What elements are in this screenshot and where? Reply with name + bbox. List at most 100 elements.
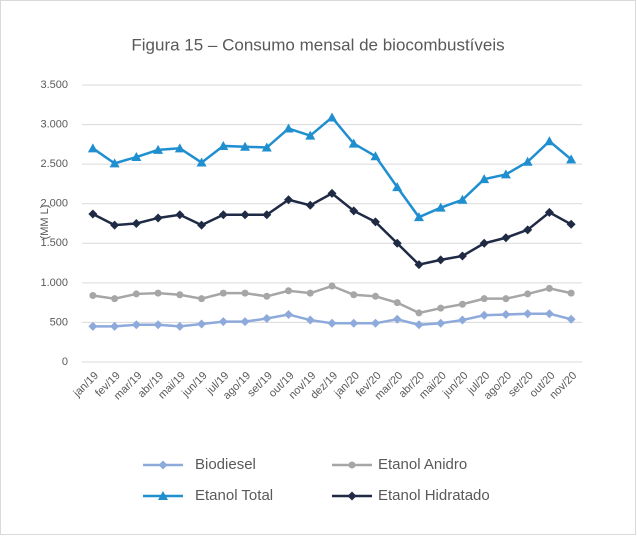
data-point — [110, 321, 120, 331]
data-point — [132, 290, 140, 298]
data-point — [327, 112, 337, 122]
data-point — [154, 289, 162, 297]
legend-label: Etanol Hidratado — [378, 487, 490, 504]
data-point — [437, 304, 445, 312]
data-point — [458, 300, 466, 308]
data-point — [240, 141, 251, 151]
data-point — [435, 202, 446, 212]
data-point — [479, 310, 489, 320]
y-tick-label: 1.000 — [40, 277, 68, 289]
data-point — [501, 233, 511, 243]
data-point — [392, 182, 403, 192]
data-point — [524, 290, 532, 298]
data-point — [175, 321, 185, 331]
data-point — [415, 309, 423, 317]
data-point — [241, 289, 249, 297]
legend-marker — [348, 461, 356, 469]
data-point — [457, 194, 468, 204]
data-point — [240, 210, 250, 220]
y-tick-label: 1.500 — [40, 237, 68, 249]
data-point — [392, 314, 402, 324]
y-tick-label: 3.500 — [40, 79, 68, 91]
data-point — [306, 289, 314, 297]
data-point — [197, 319, 207, 329]
data-point — [480, 295, 488, 303]
data-point — [522, 156, 533, 166]
data-point — [196, 157, 207, 167]
data-point — [436, 255, 446, 265]
data-point — [566, 314, 576, 324]
data-point — [371, 292, 379, 300]
data-point — [305, 130, 316, 140]
data-point — [349, 206, 359, 216]
data-point — [327, 318, 337, 328]
data-point — [284, 310, 294, 320]
data-point — [88, 209, 98, 219]
data-point — [89, 292, 97, 300]
data-point — [500, 169, 511, 179]
data-point — [328, 282, 336, 290]
data-point — [261, 142, 272, 152]
data-point — [131, 320, 141, 330]
data-point — [153, 144, 164, 154]
data-point — [174, 143, 185, 153]
data-point — [109, 158, 120, 168]
data-point — [198, 295, 206, 303]
data-point — [285, 287, 293, 295]
data-point — [327, 188, 337, 198]
data-point — [218, 210, 228, 220]
y-tick-label: 3.000 — [40, 118, 68, 130]
y-tick-label: 0 — [62, 356, 68, 368]
data-point — [523, 309, 533, 319]
data-point — [240, 317, 250, 327]
legend-marker — [158, 460, 168, 470]
data-point — [349, 318, 359, 328]
data-point — [545, 284, 553, 292]
data-point — [262, 313, 272, 323]
data-point — [348, 138, 359, 148]
y-tick-label: 2.000 — [40, 198, 68, 210]
chart-title: Figura 15 – Consumo mensal de biocombust… — [131, 35, 504, 54]
legend-marker — [158, 491, 168, 500]
data-point — [88, 321, 98, 331]
data-point — [176, 291, 184, 299]
data-point — [544, 207, 554, 217]
data-point — [457, 251, 467, 261]
data-point — [175, 210, 185, 220]
data-point — [479, 238, 489, 248]
y-tick-label: 500 — [50, 316, 68, 328]
data-point — [283, 123, 294, 133]
data-point — [218, 317, 228, 327]
legend-label: Biodiesel — [195, 456, 256, 473]
data-point — [414, 320, 424, 330]
data-point — [218, 140, 229, 150]
data-point — [219, 289, 227, 297]
data-point — [567, 289, 575, 297]
data-point — [370, 318, 380, 328]
data-point — [111, 295, 119, 303]
data-point — [305, 315, 315, 325]
data-point — [457, 315, 467, 325]
data-point — [350, 291, 358, 299]
data-point — [305, 200, 315, 210]
data-point — [263, 292, 271, 300]
data-point — [153, 213, 163, 223]
data-point — [284, 195, 294, 205]
legend-marker — [347, 491, 357, 501]
data-point — [110, 220, 120, 230]
data-point — [393, 299, 401, 307]
data-point — [262, 210, 272, 220]
data-point — [370, 217, 380, 227]
data-point — [392, 238, 402, 248]
data-point — [370, 151, 381, 161]
data-point — [414, 260, 424, 270]
legend-label: Etanol Anidro — [378, 456, 467, 473]
data-point — [566, 219, 576, 229]
data-point — [523, 225, 533, 235]
legend-label: Etanol Total — [195, 487, 273, 504]
data-point — [479, 174, 490, 184]
data-point — [544, 136, 555, 146]
data-point — [87, 143, 98, 153]
